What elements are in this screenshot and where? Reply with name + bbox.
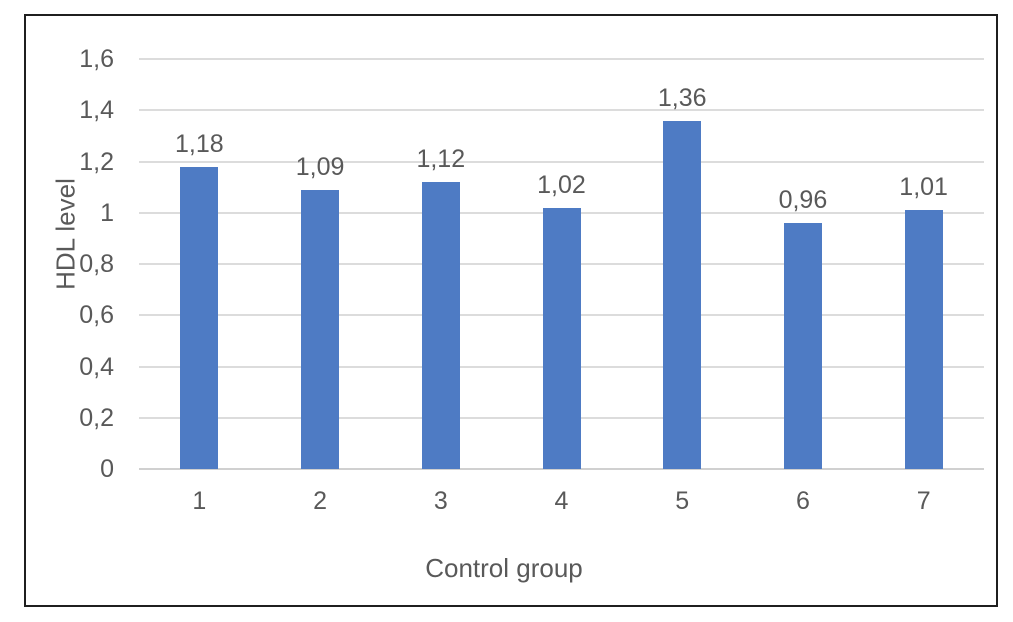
x-category-label: 5 bbox=[675, 487, 690, 515]
y-tick-label: 0,2 bbox=[79, 403, 114, 432]
bar-data-label: 1,01 bbox=[899, 173, 948, 202]
bar-data-label: 1,18 bbox=[175, 129, 224, 158]
x-category-label: 3 bbox=[433, 487, 448, 515]
x-category-label: 7 bbox=[916, 487, 931, 515]
y-tick-label: 1,6 bbox=[79, 45, 114, 73]
bar-data-label: 1,12 bbox=[416, 145, 466, 173]
bar bbox=[783, 223, 822, 469]
y-tick-label: 0,8 bbox=[79, 250, 114, 278]
plot-area bbox=[139, 58, 984, 470]
gridline bbox=[139, 109, 984, 112]
x-axis-line bbox=[139, 468, 984, 470]
bar-data-label: 0,96 bbox=[778, 186, 828, 214]
y-tick-label: 1,4 bbox=[79, 96, 114, 125]
bar-data-label: 1,02 bbox=[537, 170, 586, 199]
bar bbox=[904, 210, 943, 469]
y-tick-label: 0 bbox=[100, 455, 114, 483]
bar-data-label: 1,09 bbox=[295, 152, 345, 181]
y-tick-label: 0,4 bbox=[79, 352, 114, 381]
y-tick-label: 1 bbox=[100, 198, 114, 227]
bar bbox=[542, 207, 581, 469]
y-tick-label: 0,6 bbox=[79, 301, 114, 330]
x-category-label: 4 bbox=[554, 487, 569, 515]
bar-data-label: 1,36 bbox=[657, 83, 707, 112]
bar bbox=[421, 182, 460, 469]
gridline bbox=[139, 160, 984, 163]
y-tick-label: 1,2 bbox=[79, 147, 114, 176]
bar bbox=[663, 120, 702, 469]
x-category-label: 2 bbox=[313, 487, 328, 515]
bar bbox=[180, 166, 219, 469]
bar bbox=[301, 189, 340, 469]
gridline bbox=[139, 58, 984, 60]
chart-frame: HDL level Control group 0 0,2 0,4 0,6 0,8 1 1,… bbox=[24, 14, 998, 607]
x-category-label: 1 bbox=[192, 487, 207, 515]
x-category-label: 6 bbox=[795, 487, 810, 515]
x-axis-title: Control group bbox=[425, 553, 583, 583]
